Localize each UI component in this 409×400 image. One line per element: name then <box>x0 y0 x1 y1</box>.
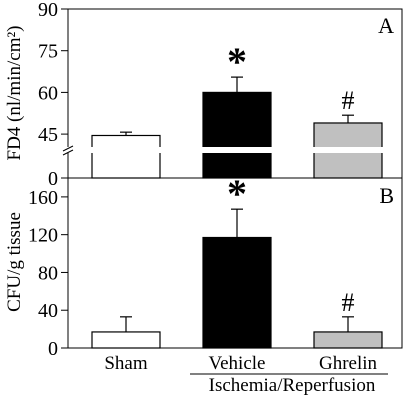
panel-a-y-axis-label: FD4 (nl/min/cm²) <box>4 26 25 161</box>
panel-a-bar <box>202 91 272 179</box>
panel-b-y-tick-label: 40 <box>38 300 58 322</box>
x-tick-label: Ghrelin <box>319 353 378 374</box>
panel-b-y-tick-label: 0 <box>48 338 58 360</box>
panel-b-y-tick-label: 160 <box>28 187 58 209</box>
panel-a-y-tick-label: 90 <box>38 0 58 21</box>
panel-b-bar <box>202 236 272 349</box>
panel-a-letter: A <box>378 13 394 38</box>
x-tick-label: Sham <box>104 353 148 374</box>
panel-a-significance-mark: # <box>342 86 355 115</box>
panel-b-letter: B <box>379 183 394 208</box>
panel-a-y-tick-label: 60 <box>38 82 58 104</box>
panel-b-y-axis-label: CFU/g tissue <box>4 212 25 312</box>
axis-break-gap <box>64 147 73 153</box>
panel-b-bar <box>313 331 383 349</box>
panel-b-y-tick-label: 120 <box>28 225 58 247</box>
panel-a: * #0 45 60 75 90 FD4 (nl/min/cm²) A <box>4 0 403 190</box>
axis-break-band <box>69 147 401 153</box>
axis-break-mark <box>62 145 74 152</box>
panel-b-significance-mark: # <box>342 288 355 317</box>
panel-b-y-tick-label: 80 <box>38 262 58 284</box>
panel-a-bar <box>91 134 161 179</box>
axis-break-mark <box>62 149 74 156</box>
panel-a-significance-mark: * <box>227 39 247 84</box>
x-tick-label: Vehicle <box>209 353 266 374</box>
panel-a-y-tick-label: 45 <box>38 124 58 146</box>
panel-a-y-tick-label: 0 <box>48 168 58 190</box>
panel-b-bar <box>91 331 161 349</box>
panel-a-y-tick-label: 75 <box>38 41 58 63</box>
panel-b-significance-mark: * <box>227 171 247 216</box>
group-label: Ischemia/Reperfusion <box>209 375 376 396</box>
